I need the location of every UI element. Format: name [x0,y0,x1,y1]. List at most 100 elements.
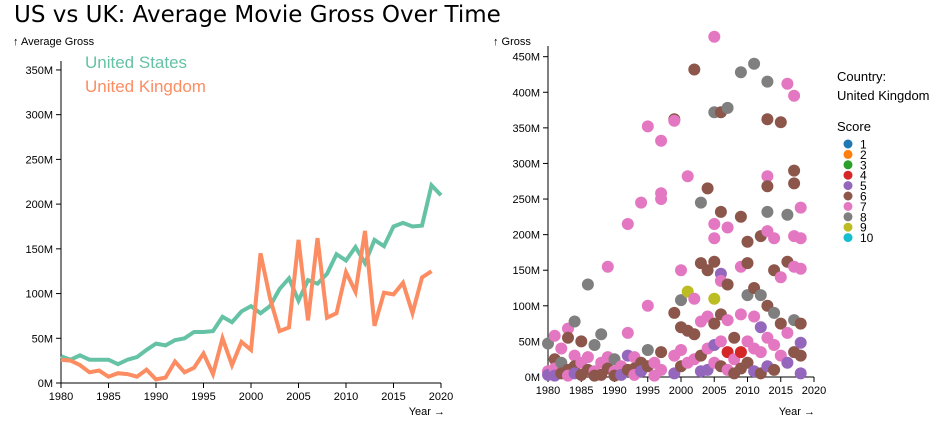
scatter-point [694,196,707,209]
scatter-point [581,351,594,364]
scatter-point [794,336,807,349]
score-legend-label: 1 [860,138,867,152]
score-legend-swatch [843,222,853,232]
y-tick-label: 0M [525,372,540,384]
scatter-point [781,356,794,369]
x-tick-label: 1995 [636,385,660,397]
y-tick-label: 0M [38,378,53,390]
x-axis-title: Year → [779,406,815,418]
scatter-point [575,335,588,348]
scatter-point [734,66,747,79]
y-tick-label: 400M [512,87,540,99]
gross-scatter-chart: ↑ Gross Year → 1980 1985 1990 1995 2000 2005 2… [493,30,930,418]
scatter-point [581,278,594,291]
scatter-point [768,339,781,351]
scatter-point [621,326,634,339]
y-tick-label: 250M [512,194,540,206]
scatter-point [708,218,721,230]
scatter-point [655,193,668,205]
scatter-point [542,337,554,350]
x-tick-label: 2005 [286,391,310,403]
scatter-point [688,292,701,305]
scatter-point [655,134,668,147]
score-legend-label: 9 [860,221,867,235]
scatter-legend: Country: United Kingdom Score 1234567891… [837,69,930,245]
country-legend-title: Country: [837,69,886,84]
scatter-point [588,339,601,351]
x-tick-label: 2020 [802,385,826,397]
scatter-point [761,170,774,183]
score-legend-swatch [843,160,853,170]
scatter-point [668,306,681,319]
scatter-point [721,278,734,291]
line-chart-axes: 1980 1985 1990 1995 2000 2005 2010 2015 2020 0M 50… [25,61,453,403]
score-legend-label: 10 [860,231,874,245]
scatter-point [794,262,807,275]
score-legend-label: 3 [860,158,867,172]
y-tick-label: 150M [512,265,540,277]
scatter-point [794,201,807,214]
scatter-point [641,344,654,356]
score-legend-swatch [843,181,853,191]
y-tick-label: 200M [25,199,53,211]
scatter-point [788,89,801,102]
scatter-point [761,75,774,88]
us-uk-average-gross-line-chart: ↑ Average Gross Year → United States Uni… [13,36,453,418]
scatter-point [774,271,787,284]
y-tick-label: 50M [519,336,540,348]
scatter-point [768,232,781,245]
scatter-point [655,346,668,359]
y-axis-title: ↑ Average Gross [13,36,95,48]
x-tick-label: 2020 [429,391,453,403]
scatter-point [701,182,714,195]
scatter-point [748,57,761,70]
scatter-point [708,255,721,268]
scatter-point [794,232,807,245]
series-line-united-kingdom [60,230,433,382]
scatter-point [781,208,794,221]
scatter-point [595,328,608,341]
scatter-point [688,328,701,341]
x-tick-label: 1980 [536,385,560,397]
scatter-point [754,321,767,334]
scatter-point [728,331,741,344]
x-tick-label: 1980 [49,391,73,403]
line-chart-series [60,181,443,382]
score-legend-label: 5 [860,179,867,193]
score-legend-label: 8 [860,210,867,224]
y-tick-label: 100M [512,301,540,313]
scatter-point [741,235,754,248]
scatter-point [641,120,654,133]
scatter-point [681,170,694,183]
score-legend-swatch [843,149,853,159]
scatter-point [781,77,794,90]
scatter-point [708,232,721,245]
scatter-point [701,264,714,277]
scatter-point [721,221,734,234]
scatter-point [741,356,754,369]
y-tick-label: 150M [25,244,53,256]
scatter-point [641,299,654,312]
y-tick-label: 300M [512,158,540,170]
score-legend-swatch [843,191,853,201]
y-tick-label: 250M [25,154,53,166]
scatter-point [601,260,614,273]
score-legend-label: 7 [860,200,867,214]
scatter-point [774,116,787,129]
scatter-point [774,317,787,330]
scatter-point [562,331,574,344]
scatter-point [714,205,727,218]
scatter-point [734,346,747,359]
scatter-point [761,205,774,218]
scatter-point [788,164,801,177]
score-legend-swatch [843,170,853,180]
y-tick-label: 50M [32,333,53,345]
legend-label-united-kingdom: United Kingdom [85,77,206,96]
y-tick-label: 450M [512,52,540,64]
scatter-point [708,317,721,330]
scatter-point [734,308,747,321]
country-legend-value: United Kingdom [837,88,930,103]
x-axis-title: Year → [409,406,445,418]
y-tick-label: 100M [25,289,53,301]
score-legend-label: 6 [860,190,867,204]
